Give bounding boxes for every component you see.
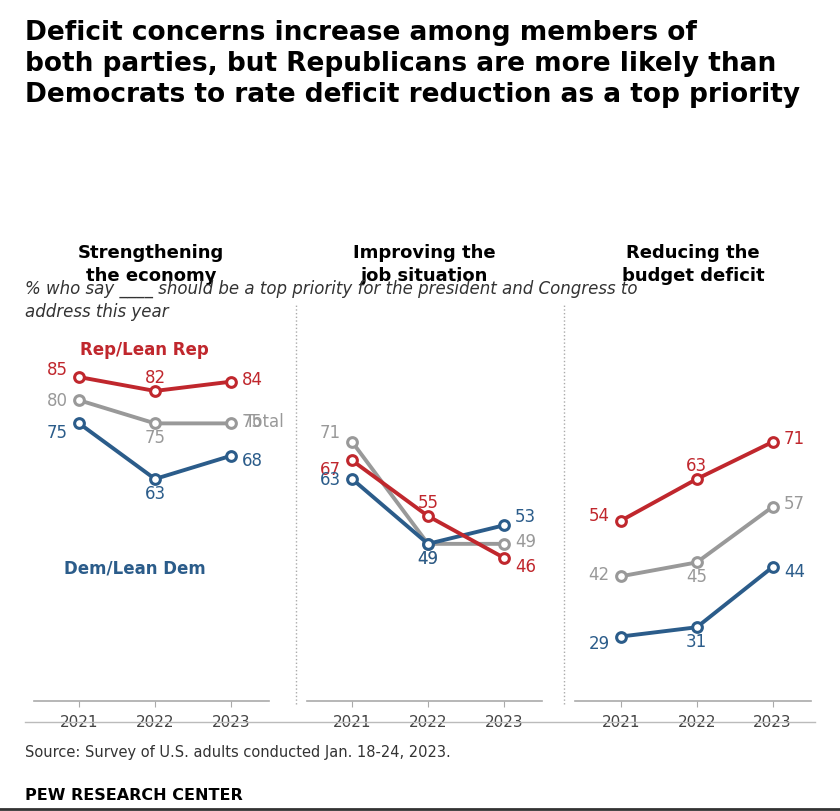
Text: 71: 71 — [784, 429, 805, 447]
Text: 42: 42 — [589, 564, 610, 583]
Text: 85: 85 — [47, 360, 68, 378]
Text: Total: Total — [244, 412, 284, 430]
Text: 63: 63 — [144, 484, 165, 502]
Text: 54: 54 — [589, 507, 610, 525]
Text: Rep/Lean Rep: Rep/Lean Rep — [80, 341, 208, 358]
Text: Dem/Lean Dem: Dem/Lean Dem — [64, 559, 206, 577]
Text: % who say ____ should be a top priority for the president and Congress to
addres: % who say ____ should be a top priority … — [25, 280, 638, 321]
Text: 55: 55 — [417, 494, 438, 512]
Text: 31: 31 — [686, 633, 707, 650]
Text: Strengthening
the economy: Strengthening the economy — [78, 244, 224, 285]
Text: 45: 45 — [686, 568, 707, 586]
Text: Source: Survey of U.S. adults conducted Jan. 18-24, 2023.: Source: Survey of U.S. adults conducted … — [25, 744, 451, 759]
Text: 49: 49 — [515, 532, 536, 551]
Text: 75: 75 — [144, 429, 165, 447]
Text: 46: 46 — [515, 557, 536, 575]
Text: 75: 75 — [47, 423, 68, 441]
Text: 80: 80 — [47, 392, 68, 410]
Text: 71: 71 — [320, 423, 341, 442]
Text: Improving the
job situation: Improving the job situation — [353, 244, 496, 285]
Text: Reducing the
budget deficit: Reducing the budget deficit — [622, 244, 764, 285]
Text: PEW RESEARCH CENTER: PEW RESEARCH CENTER — [25, 787, 243, 801]
Text: 75: 75 — [242, 412, 263, 430]
Text: 63: 63 — [320, 470, 341, 488]
Text: 63: 63 — [686, 457, 707, 474]
Text: 68: 68 — [242, 452, 263, 470]
Text: 53: 53 — [515, 507, 536, 525]
Text: 67: 67 — [320, 460, 341, 478]
Text: Deficit concerns increase among members of
both parties, but Republicans are mor: Deficit concerns increase among members … — [25, 20, 801, 108]
Text: 84: 84 — [242, 371, 263, 388]
Text: 49: 49 — [417, 549, 438, 567]
Text: 57: 57 — [784, 494, 805, 512]
Text: 29: 29 — [589, 635, 610, 653]
Text: 44: 44 — [784, 563, 805, 581]
Text: 82: 82 — [144, 369, 165, 387]
Text: 49: 49 — [417, 549, 438, 567]
